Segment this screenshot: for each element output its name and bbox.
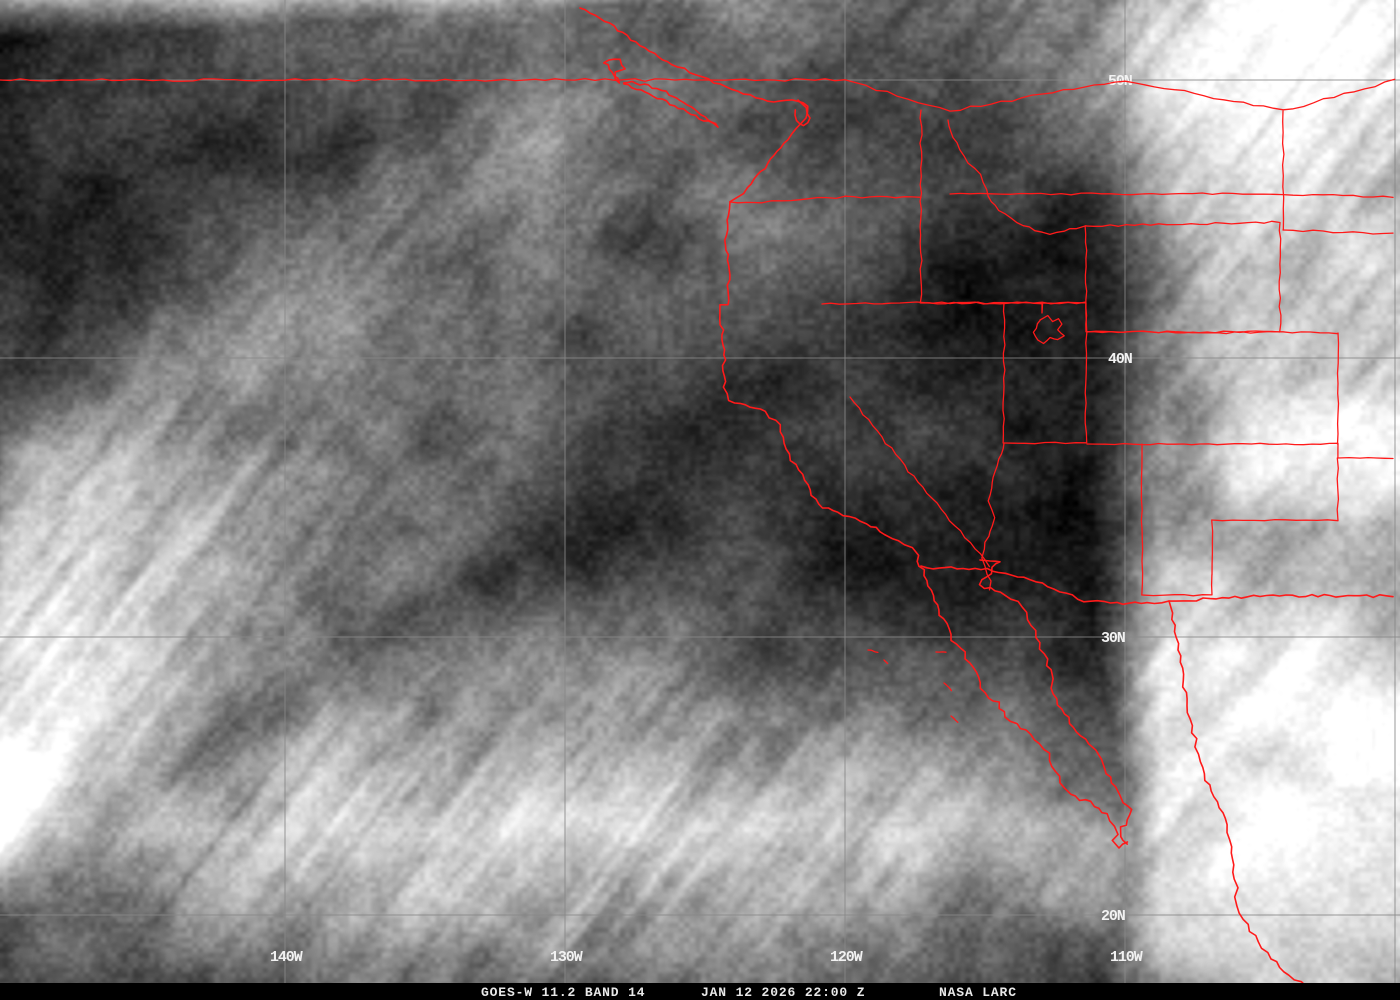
svg-text:130W: 130W	[550, 949, 583, 966]
svg-text:30N: 30N	[1101, 630, 1126, 647]
svg-text:20N: 20N	[1101, 908, 1126, 925]
svg-text:110W: 110W	[1110, 949, 1143, 966]
svg-text:140W: 140W	[270, 949, 303, 966]
svg-text:120W: 120W	[830, 949, 863, 966]
svg-text:40N: 40N	[1108, 351, 1133, 368]
